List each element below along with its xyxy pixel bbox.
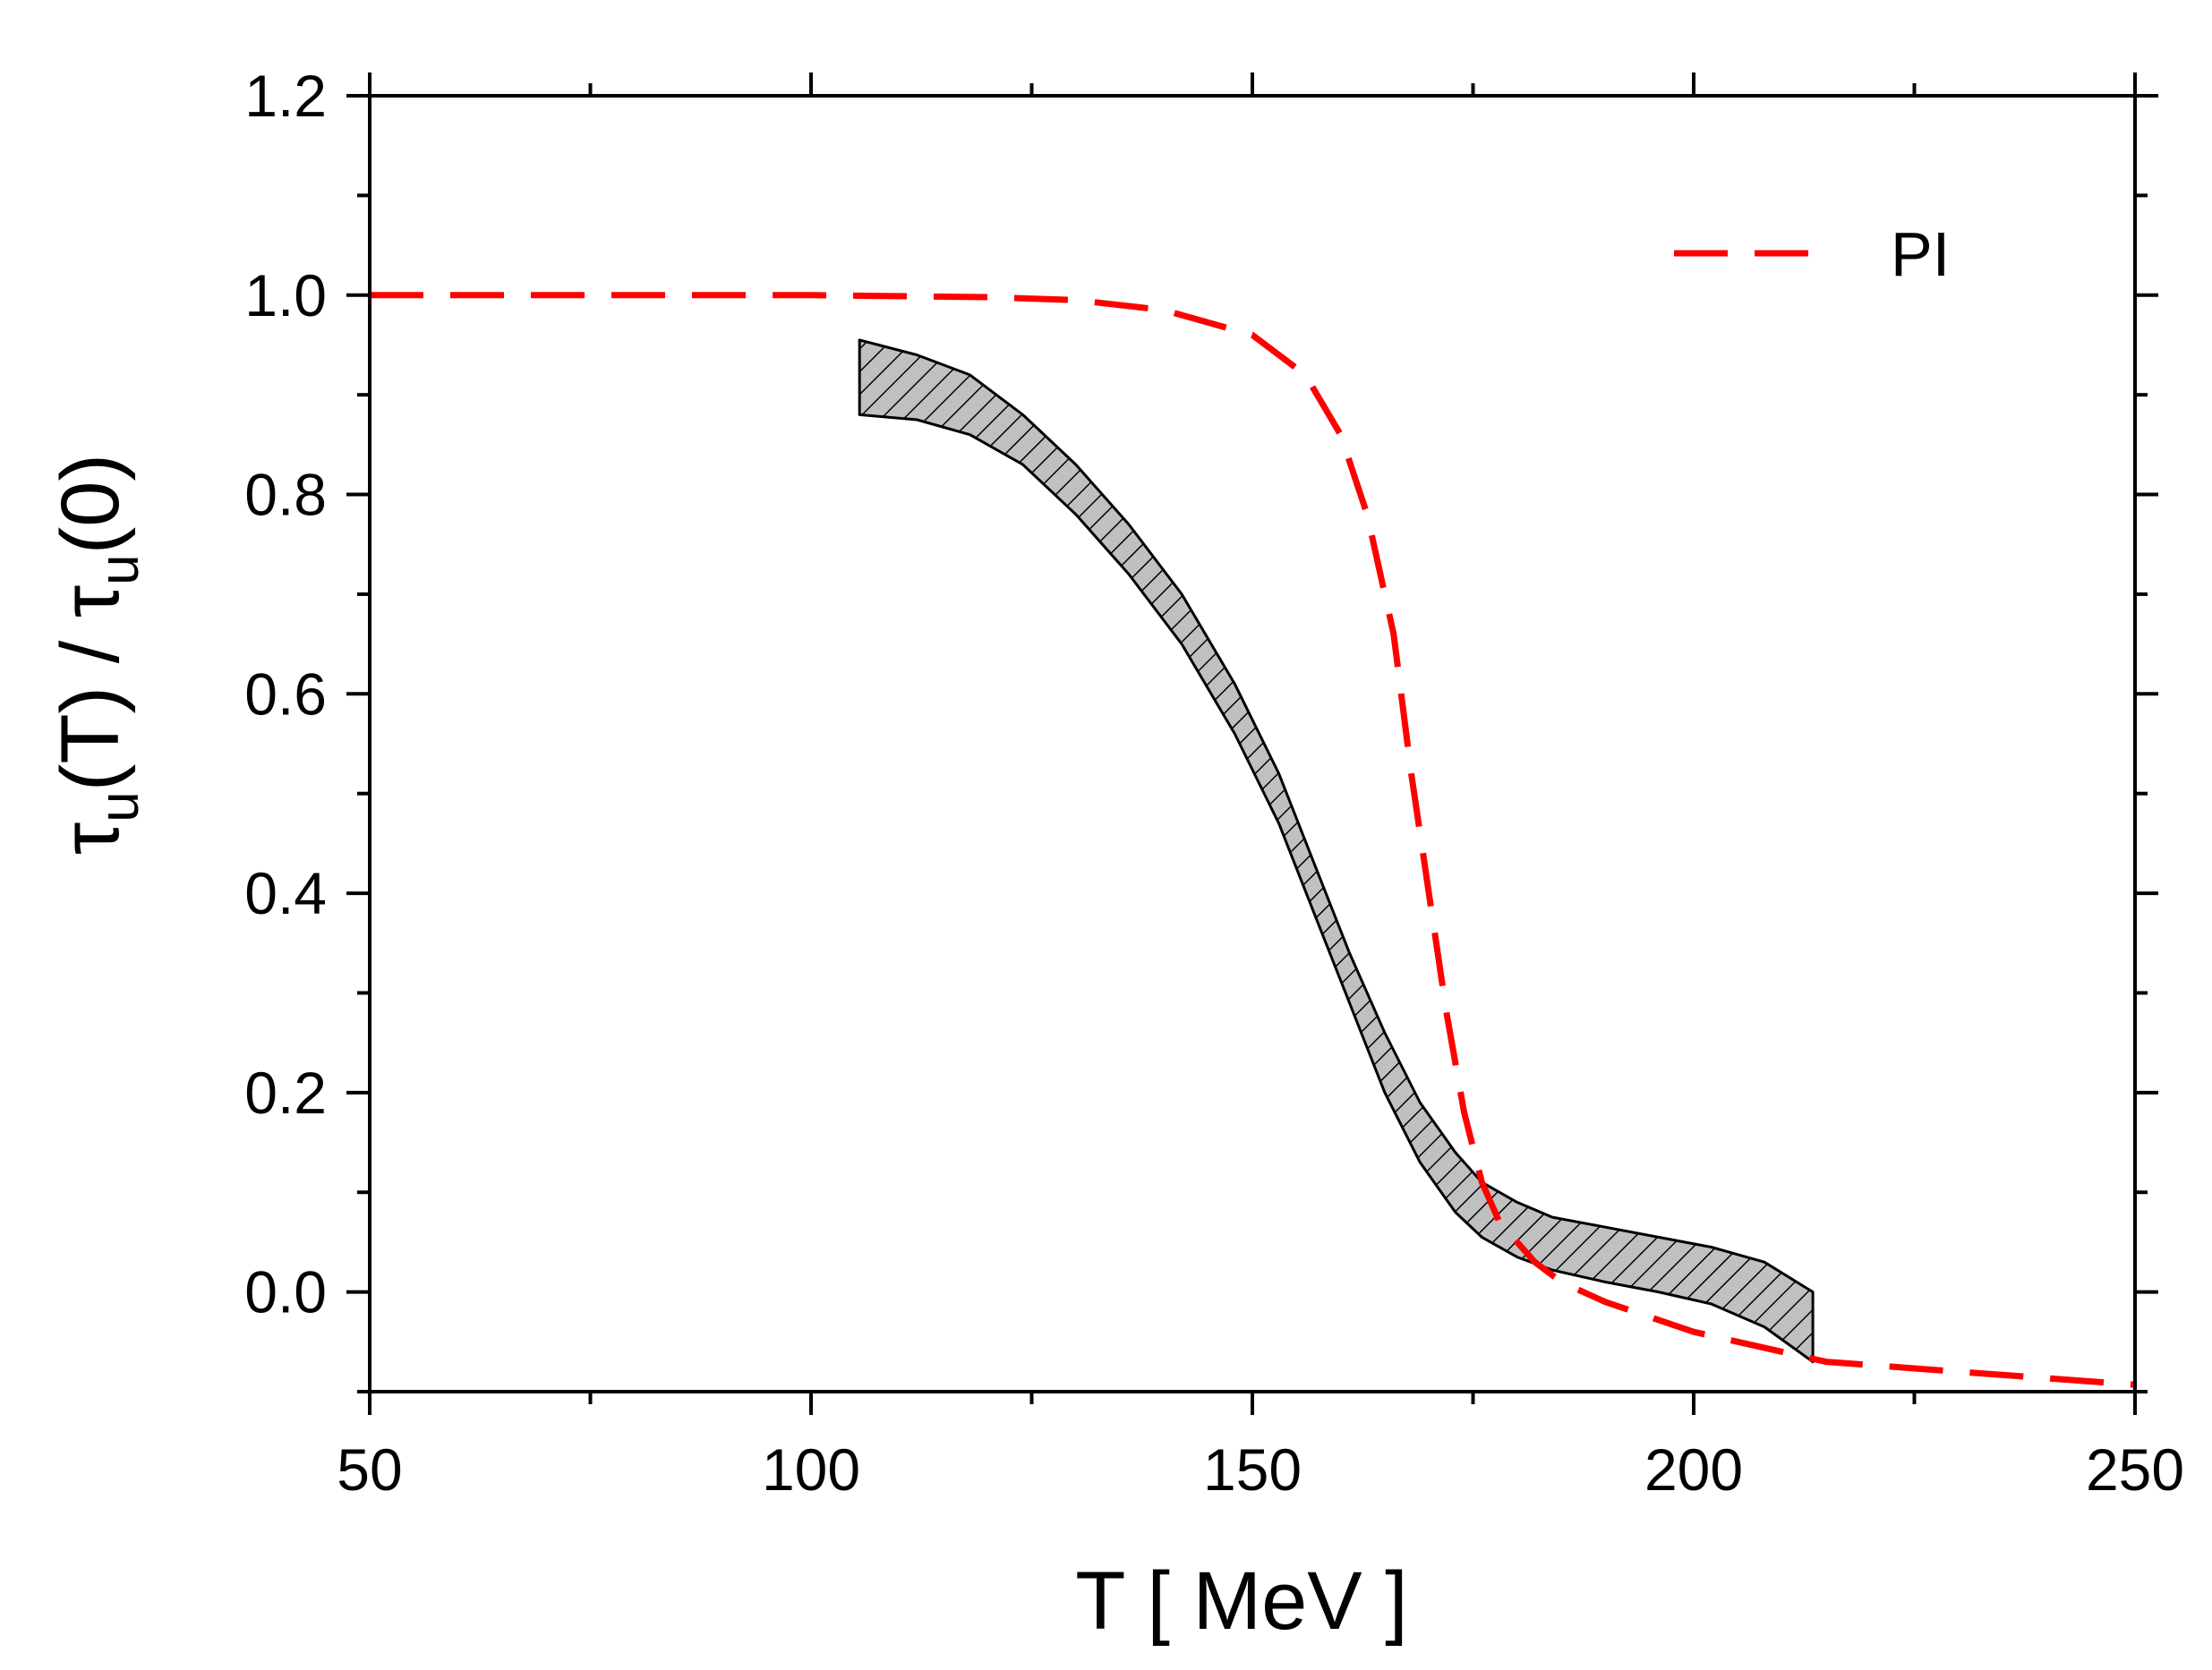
y-tick-label: 0.8 [244,462,327,528]
y-tick-label: 0.6 [244,660,327,727]
series-line-pi [370,292,2136,1388]
y-tick-label: 0.4 [244,860,327,926]
x-tick-label: 100 [762,1436,860,1503]
y-title-tau2: τ [45,585,136,618]
y-tick-label: 1.2 [244,63,327,129]
y-axis-title: τu(T) / τu(0) [45,454,150,855]
y-title-sub2: u [89,554,150,584]
legend-label-pi: PI [1891,219,1950,289]
y-title-tau: τ [45,822,136,855]
y-tick-label: 0.0 [244,1259,327,1325]
y-title-end: (0) [45,454,136,554]
x-tick-label: 250 [2086,1436,2184,1503]
x-axis-title: T [ MeV ] [1075,1555,1408,1647]
x-tick-label: 50 [337,1436,402,1503]
x-tick-label: 200 [1644,1436,1743,1503]
x-tick-label: 150 [1203,1436,1302,1503]
uncertainty-band [858,338,1815,1364]
y-title-sub: u [89,791,150,822]
y-title-mid: (T) / [45,618,136,791]
y-tick-label: 1.0 [244,262,327,328]
y-tick-label: 0.2 [244,1060,327,1126]
